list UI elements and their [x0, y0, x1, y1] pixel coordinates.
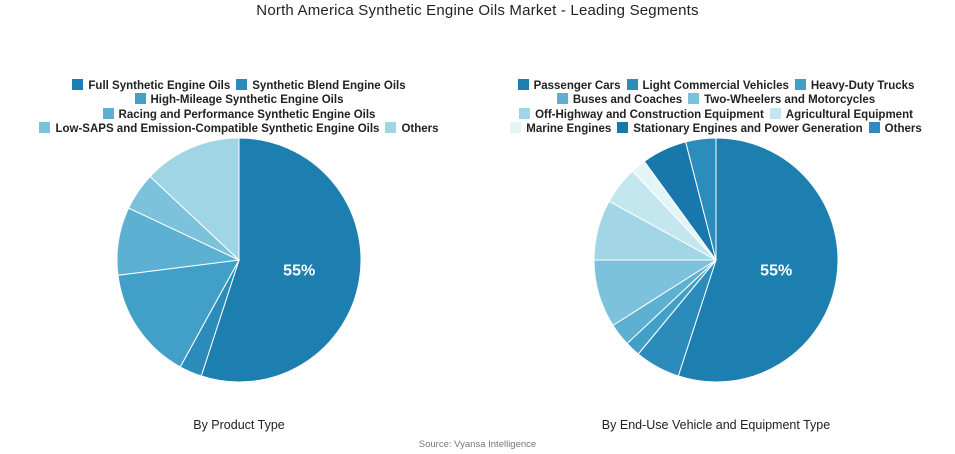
legend-label: Marine Engines	[526, 122, 612, 135]
pie-slice	[200, 137, 362, 383]
legend-item: Others	[868, 121, 922, 136]
legend-label: Others	[884, 122, 922, 135]
legend-item: Racing and Performance Synthetic Engine …	[102, 107, 376, 122]
legend-item: Marine Engines	[510, 121, 612, 136]
legend-swatch	[626, 79, 638, 90]
legend-item: Others	[385, 121, 439, 136]
legend-item: Light Commercial Vehicles	[626, 79, 789, 93]
pie-slice	[677, 137, 839, 383]
legend-label: Two-Wheelers and Motorcycles	[704, 94, 876, 107]
legend-label: Heavy-Duty Trucks	[810, 80, 915, 92]
legend-swatch	[868, 121, 880, 133]
legend-label: Full Synthetic Engine Oils	[88, 80, 231, 92]
slice-data-label: 55%	[283, 263, 315, 280]
slice-data-label: 55%	[760, 263, 792, 280]
legend-label: Synthetic Blend Engine Oils	[252, 80, 406, 92]
legend-swatch	[688, 93, 700, 105]
legend-swatch	[519, 107, 531, 119]
legend-label: Buses and Coaches	[572, 94, 683, 107]
legend-swatch	[134, 93, 146, 105]
legend-item: Off-Highway and Construction Equipment	[519, 107, 764, 122]
chart-caption: By Product Type	[193, 418, 285, 432]
pie-chart: 55%	[593, 137, 839, 383]
legend-item: Agricultural Equipment	[769, 107, 913, 122]
chart-caption: By End-Use Vehicle and Equipment Type	[601, 418, 831, 432]
legend-label: Racing and Performance Synthetic Engine …	[118, 108, 376, 121]
legend-label: Low-SAPS and Emission-Compatible Synthet…	[55, 122, 380, 135]
legend-label: High-Mileage Synthetic Engine Oils	[150, 94, 344, 107]
legend-label: Off-Highway and Construction Equipment	[535, 108, 764, 121]
legend-label: Agricultural Equipment	[785, 108, 913, 121]
legend: Passenger Cars Light Commercial Vehicles H…	[487, 79, 945, 136]
legend-label: Others	[401, 122, 439, 135]
legend-swatch	[510, 121, 522, 133]
chart-title: North America Synthetic Engine Oils Mark…	[256, 2, 699, 19]
legend-item: Stationary Engines and Power Generation	[617, 121, 863, 136]
end-use-panel: Passenger Cars Light Commercial Vehicles H…	[477, 0, 955, 454]
source-note: Source: Vyansa Intelligence	[418, 439, 537, 450]
legend-item: Low-SAPS and Emission-Compatible Synthet…	[39, 121, 380, 136]
legend-label: Passenger Cars	[533, 80, 621, 92]
pie-slice	[149, 137, 240, 262]
legend-swatch	[102, 107, 114, 119]
legend-label: Light Commercial Vehicles	[642, 80, 789, 92]
legend-item: Two-Wheelers and Motorcycles	[688, 93, 875, 107]
legend-item: Synthetic Blend Engine Oils	[236, 79, 406, 93]
legend-swatch	[39, 121, 51, 133]
legend-item: Heavy-Duty Trucks	[794, 79, 915, 93]
legend-label: Stationary Engines and Power Generation	[633, 122, 863, 135]
legend-swatch	[556, 93, 568, 105]
product-type-panel: Full Synthetic Engine Oils Synthetic Blen…	[10, 79, 468, 432]
legend-swatch	[385, 121, 397, 133]
legend-item: Full Synthetic Engine Oils	[72, 79, 230, 93]
legend-swatch	[794, 79, 806, 90]
pie-slice	[685, 137, 717, 261]
legend-item: Buses and Coaches	[556, 93, 683, 107]
legend-swatch	[72, 79, 84, 90]
pie-chart: 55%	[116, 137, 362, 383]
legend: Full Synthetic Engine Oils Synthetic Blen…	[10, 79, 468, 136]
pie-slice	[117, 259, 240, 368]
legend-swatch	[769, 107, 781, 119]
legend-swatch	[236, 79, 248, 90]
legend-item: Passenger Cars	[517, 79, 621, 93]
legend-item: High-Mileage Synthetic Engine Oils	[134, 93, 344, 107]
legend-swatch	[617, 121, 629, 133]
legend-swatch	[517, 79, 529, 90]
